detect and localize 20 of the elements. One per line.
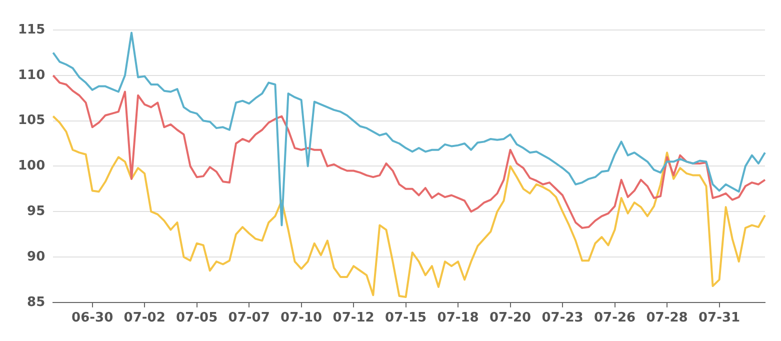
x-tick-label: 07-10 (280, 310, 322, 326)
x-tick-label: 07-15 (385, 310, 427, 326)
x-tick-label: 07-31 (698, 310, 740, 326)
x-tick-label: 07-05 (176, 310, 218, 326)
x-tick-label: 07-23 (542, 310, 584, 326)
x-tick-label: 07-12 (332, 310, 374, 326)
x-tick-label: 07-20 (490, 310, 532, 326)
x-tick-label: 07-18 (437, 310, 479, 326)
y-tick-label: 110 (18, 68, 46, 83)
x-tick-label: 06-30 (72, 310, 114, 326)
y-tick-label: 85 (27, 294, 46, 310)
y-tick-label: 90 (27, 249, 46, 264)
x-tick-label: 07-02 (124, 310, 166, 326)
x-tick-label: 07-28 (646, 310, 688, 326)
y-tick-label: 95 (27, 204, 46, 219)
y-tick-label: 105 (18, 113, 46, 128)
y-tick-label: 115 (18, 22, 46, 38)
x-tick-label: 07-26 (594, 310, 636, 326)
y-tick-label: 100 (18, 158, 46, 174)
x-tick-label: 07-07 (228, 310, 270, 326)
